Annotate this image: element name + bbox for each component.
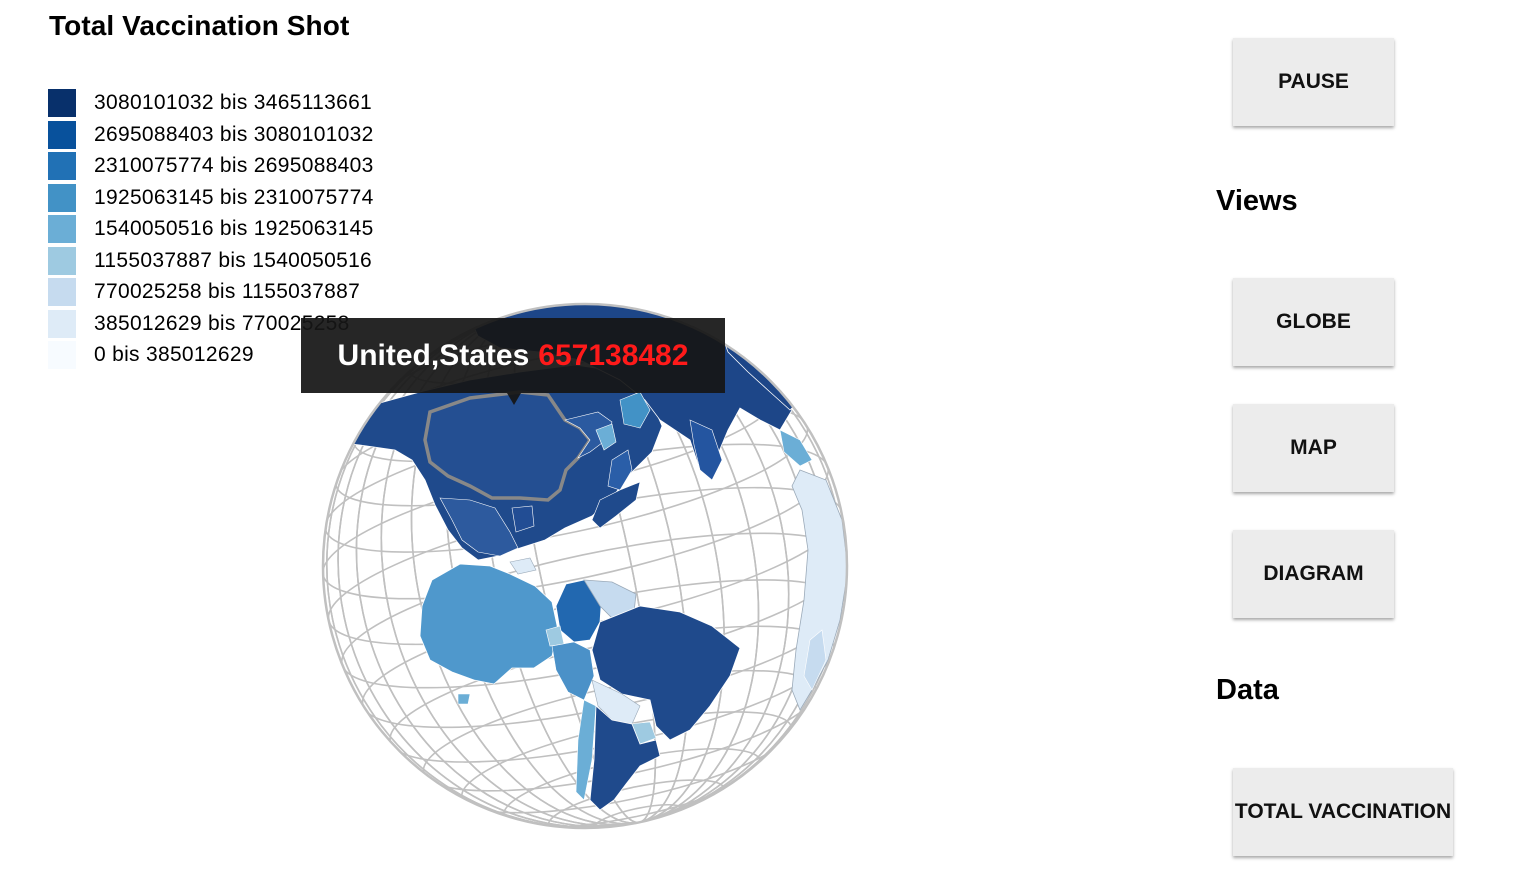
legend-label: 1925063145 bis 2310075774 [94, 185, 374, 209]
country-africa-edge[interactable] [791, 469, 848, 711]
country-peru[interactable] [551, 641, 595, 701]
country-india[interactable] [689, 419, 723, 481]
country-mexico[interactable] [439, 497, 519, 557]
legend-label: 1155037887 bis 1540050516 [94, 248, 373, 272]
country-se-asia-1[interactable] [607, 449, 633, 491]
page-title: Total Vaccination Shot [49, 10, 350, 41]
total-vaccination-button[interactable]: TOTAL VACCINATION [1233, 768, 1453, 856]
tooltip-value: 657138482 [538, 338, 689, 372]
country-indonesia[interactable] [511, 505, 535, 533]
tooltip-arrow [507, 393, 521, 405]
legend-swatch [48, 152, 76, 180]
country-argentina[interactable] [589, 705, 661, 811]
country-east-asia-2[interactable] [595, 423, 617, 451]
country-usa[interactable] [423, 390, 593, 502]
country-usa-east[interactable] [564, 411, 613, 459]
diagram-button[interactable]: DIAGRAM [1233, 530, 1394, 618]
legend-label: 2695088403 bis 3080101032 [94, 122, 374, 146]
legend-swatch [48, 89, 76, 117]
legend-label: 385012629 bis 770025258 [94, 311, 350, 335]
legend-swatch [48, 309, 76, 338]
country-australia[interactable] [419, 563, 559, 685]
map-button[interactable]: MAP [1233, 404, 1394, 492]
legend-swatch [48, 120, 76, 149]
legend-label: 2310075774 bis 2695088403 [94, 154, 374, 177]
globe-button[interactable]: GLOBE [1233, 278, 1394, 366]
legend-swatch [48, 246, 76, 275]
data-heading: Data [1216, 674, 1279, 706]
legend-label: 3080101032 bis 3465113661 [94, 91, 373, 114]
country-east-asia-1[interactable] [619, 391, 651, 429]
legend-label: 0 bis 385012629 [94, 343, 254, 366]
country-tooltip: United,States 657138482 [301, 318, 725, 393]
country-east-africa[interactable] [779, 429, 813, 467]
views-heading: Views [1216, 185, 1298, 217]
country-brazil[interactable] [591, 605, 741, 741]
globe-outline [321, 302, 849, 830]
legend-label: 770025258 bis 1155037887 [94, 280, 361, 303]
legend-swatch [48, 183, 76, 212]
legend-swatch [48, 278, 76, 306]
country-madagascar[interactable] [803, 629, 827, 691]
pause-button[interactable]: PAUSE [1233, 38, 1394, 126]
tooltip-country: United,States [337, 338, 530, 372]
legend-label: 1540050516 bis 1925063145 [94, 217, 374, 240]
country-tasmania[interactable] [457, 693, 471, 705]
country-indochina[interactable] [591, 481, 641, 529]
legend-swatch [48, 215, 76, 243]
legend-swatch [48, 341, 76, 369]
country-png[interactable] [509, 557, 537, 575]
